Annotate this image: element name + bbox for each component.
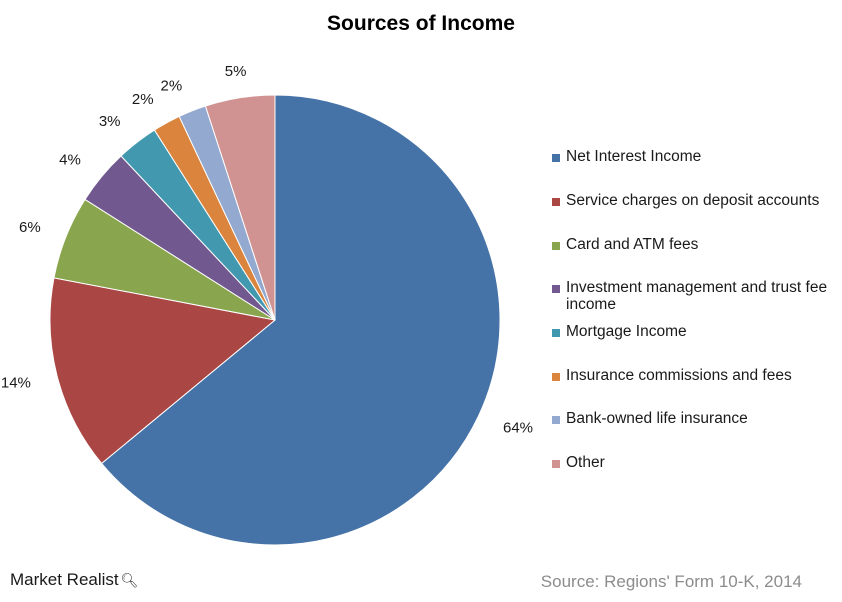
source-note: Source: Regions' Form 10-K, 2014 xyxy=(540,572,802,591)
slice-data-label-6: 2% xyxy=(161,78,183,95)
legend-swatch xyxy=(552,285,560,293)
slice-data-label-7: 5% xyxy=(225,63,247,80)
slice-data-label-2: 6% xyxy=(19,219,41,236)
legend-swatch xyxy=(552,154,560,162)
slice-data-label-5: 2% xyxy=(132,91,154,108)
legend-swatch xyxy=(552,329,560,337)
legend-label: Bank-owned life insurance xyxy=(566,410,748,427)
legend-swatch xyxy=(552,242,560,250)
legend-label: Service charges on deposit accounts xyxy=(566,192,820,209)
pie-slice-7 xyxy=(204,94,276,321)
legend-item-5: Insurance commissions and fees xyxy=(552,367,840,384)
legend-item-3: Investment management and trust fee inco… xyxy=(552,279,840,313)
legend-swatch xyxy=(552,198,560,206)
legend-item-7: Other xyxy=(552,454,840,471)
slice-data-label-0: 64% xyxy=(503,419,533,436)
legend-label: Other xyxy=(566,454,605,471)
legend-item-6: Bank-owned life insurance xyxy=(552,410,840,427)
slice-data-label-3: 4% xyxy=(59,151,81,168)
legend-item-2: Card and ATM fees xyxy=(552,236,840,253)
legend-item-4: Mortgage Income xyxy=(552,323,840,340)
magnifier-icon: 🔍︎ xyxy=(120,571,139,588)
slice-data-label-4: 3% xyxy=(99,113,121,130)
legend-label: Mortgage Income xyxy=(566,323,687,340)
brand-logo: Market Realist 🔍︎ xyxy=(10,570,138,590)
legend-label: Net Interest Income xyxy=(566,148,702,165)
legend-swatch xyxy=(552,416,560,424)
legend-swatch xyxy=(552,460,560,468)
legend-item-1: Service charges on deposit accounts xyxy=(552,192,840,209)
slice-data-label-1: 14% xyxy=(1,375,31,392)
brand-name: Market Realist xyxy=(10,570,119,589)
legend-label: Insurance commissions and fees xyxy=(566,367,792,384)
legend-item-0: Net Interest Income xyxy=(552,148,840,165)
legend-label: Card and ATM fees xyxy=(566,236,699,253)
pie-slice-1 xyxy=(49,277,277,465)
pie-slice-0 xyxy=(100,94,501,546)
chart-title: Sources of Income xyxy=(327,12,515,35)
legend-swatch xyxy=(552,373,560,381)
legend-label: Investment management and trust fee inco… xyxy=(566,279,828,313)
